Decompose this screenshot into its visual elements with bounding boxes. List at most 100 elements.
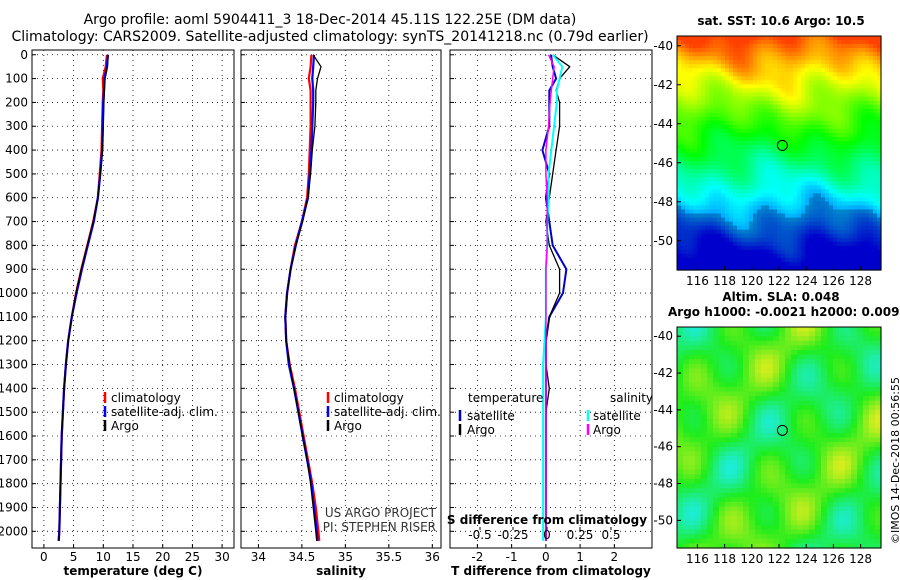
map-cell [877, 52, 882, 57]
map-cell [785, 217, 790, 223]
map-cell [685, 237, 690, 243]
map-cell [865, 249, 870, 255]
map-cell [693, 177, 698, 182]
map-cell [805, 40, 810, 45]
map-cell [713, 205, 718, 211]
map-cell [865, 144, 870, 150]
map-cell [737, 363, 744, 370]
map-cell [809, 363, 816, 370]
map-cell [877, 140, 882, 146]
map-cell [869, 261, 874, 267]
map-cell [749, 136, 754, 142]
map-cell [857, 96, 862, 102]
map-cell [767, 432, 774, 439]
map-cell [749, 197, 754, 203]
map-cell [725, 488, 732, 494]
map-cell [785, 524, 792, 531]
map-cell [777, 229, 782, 235]
map-cell [719, 497, 726, 503]
map-cell [793, 40, 798, 45]
map-cell [773, 488, 780, 494]
map-cell [827, 373, 834, 379]
map-cell [845, 350, 852, 356]
map-cell [821, 120, 826, 126]
map-cell [757, 140, 762, 146]
map-cell [769, 132, 774, 138]
map-cell [733, 120, 738, 126]
map-cell [745, 241, 750, 247]
map-cell [761, 68, 766, 73]
map-cell [749, 233, 754, 239]
map-cell [753, 193, 758, 198]
map-cell [845, 241, 850, 247]
map-cell [805, 221, 810, 227]
map-cell [689, 534, 696, 540]
map-cell [689, 419, 696, 425]
map-cell [757, 165, 762, 170]
map-cell [683, 377, 690, 383]
map-cell [741, 189, 746, 194]
map-cell [745, 173, 750, 178]
map-cell [705, 189, 710, 194]
map-cell [839, 455, 846, 462]
map-cell [815, 455, 822, 462]
map-cell [737, 104, 742, 110]
map-cell [745, 165, 750, 170]
map-cell [829, 60, 834, 65]
map-cell [769, 88, 774, 94]
map-cell [745, 177, 750, 182]
map-cell [773, 363, 780, 370]
map-cell [755, 529, 762, 535]
map-cell [719, 354, 726, 360]
map-cell [761, 124, 766, 130]
map-cell [805, 169, 810, 174]
map-cell [801, 148, 806, 154]
map-cell [849, 112, 854, 118]
map-cell [757, 229, 762, 235]
map-cell [683, 474, 690, 480]
map-cell [863, 474, 870, 480]
map-cell [773, 173, 778, 178]
map-cell [707, 543, 714, 549]
map-cell [749, 213, 754, 219]
map-cell [851, 474, 858, 480]
map-cell [803, 442, 810, 448]
map-cell [681, 205, 686, 211]
map-cell [749, 261, 754, 267]
map-cell [779, 359, 786, 365]
map-cell [815, 474, 822, 480]
map-cell [719, 340, 726, 347]
map-cell [685, 112, 690, 118]
map-cell [797, 534, 804, 540]
map-cell [857, 529, 864, 535]
map-cell [777, 104, 782, 110]
map-cell [809, 354, 816, 360]
map-cell [761, 217, 766, 223]
map-cell [761, 116, 766, 122]
map-cell [839, 520, 846, 526]
map-cell [681, 36, 686, 41]
map-cell [741, 205, 746, 211]
map-cell [797, 474, 804, 480]
map-cell [845, 515, 852, 521]
map-cell [869, 446, 876, 452]
map-cell [829, 92, 834, 98]
map-cell [769, 56, 774, 61]
map-cell [791, 405, 798, 411]
map-cell [767, 386, 774, 393]
map-cell [857, 209, 862, 215]
map-cell [803, 340, 810, 347]
map-cell [833, 68, 838, 73]
map-cell [873, 132, 878, 138]
map-cell [737, 354, 744, 360]
map-cell [827, 391, 834, 397]
map-cell [837, 169, 842, 174]
map-cell [683, 382, 690, 388]
map-cell [749, 140, 754, 146]
map-cell [741, 173, 746, 178]
map-cell [721, 44, 726, 49]
map-cell [745, 148, 750, 154]
map-cell [719, 377, 726, 383]
map-cell [729, 36, 734, 41]
map-cell [683, 368, 690, 374]
